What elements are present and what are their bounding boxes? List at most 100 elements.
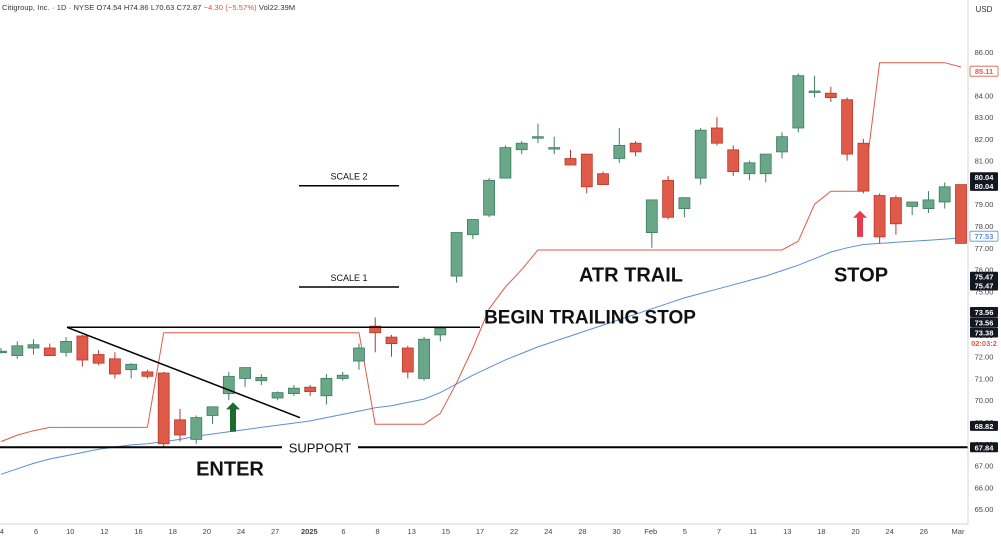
candle-body: [629, 142, 642, 153]
y-tick-label: 71.00: [975, 374, 994, 383]
price-label-box: [970, 420, 998, 431]
candle: [11, 341, 24, 359]
x-tick-label: Mar: [952, 527, 965, 536]
candle: [157, 371, 170, 449]
price-label: 77.53: [969, 230, 999, 242]
y-tick-label: 77.00: [975, 244, 994, 253]
price-label-text: 80.04: [975, 182, 995, 191]
price-label-text: 73.38: [975, 328, 994, 337]
low-value: L70.63: [150, 3, 175, 12]
candle: [141, 369, 154, 379]
candle: [353, 343, 365, 370]
x-tick-label: 6: [34, 527, 38, 536]
price-label: 73.56: [970, 307, 998, 317]
high-value: H74.86: [123, 3, 149, 12]
candle: [808, 75, 821, 98]
candle: [190, 415, 203, 444]
enter-label: ENTER: [196, 458, 264, 480]
up-arrow-icon: [226, 402, 240, 432]
candle-body: [141, 371, 154, 377]
candle: [792, 73, 805, 133]
price-label-text: 68.82: [975, 422, 994, 431]
price-label-text: 67.84: [975, 443, 995, 452]
candle: [922, 191, 935, 213]
candle-body: [157, 372, 170, 445]
price-label-box: [969, 230, 999, 242]
candle-body: [613, 144, 626, 159]
candle-body: [125, 363, 138, 371]
candle: [629, 141, 642, 157]
candle-body: [808, 90, 821, 93]
candle: [222, 371, 235, 401]
y-tick-label: 76.00: [975, 266, 994, 275]
candle-body: [727, 149, 740, 173]
y-tick-label: 78.00: [975, 222, 994, 231]
x-tick-label: 28: [578, 527, 586, 536]
candle-body: [222, 375, 235, 395]
x-tick-label: 27: [271, 527, 279, 536]
close-value: C72.87: [176, 3, 202, 12]
candle-body: [109, 358, 121, 375]
scale2-label: SCALE 2: [330, 172, 367, 182]
price-label-box: [970, 180, 998, 191]
y-tick-label: 81.00: [975, 157, 994, 166]
candle-body: [938, 186, 951, 203]
candle: [694, 128, 707, 185]
x-tick-label: Feb: [644, 527, 657, 536]
candle-body: [174, 419, 186, 436]
candle-body: [645, 199, 658, 233]
candle-body: [955, 184, 967, 244]
candle-body: [662, 179, 674, 218]
candle-body: [873, 195, 886, 238]
candle: [548, 136, 561, 155]
y-tick-label: 72.00: [975, 353, 994, 362]
price-label: 85.11: [969, 65, 999, 77]
candle: [515, 141, 528, 155]
candle: [532, 123, 544, 144]
candle: [369, 317, 382, 353]
candle-body: [418, 338, 431, 379]
y-tick-label: 79.00: [975, 200, 994, 209]
price-label-text: 75.47: [975, 281, 994, 290]
price-label-text: 73.56: [975, 318, 994, 327]
candle-body: [776, 136, 788, 153]
candle: [401, 345, 414, 379]
up-arrow-icon: [853, 210, 867, 237]
candle-body: [27, 344, 40, 349]
x-tick-label: 11: [749, 527, 757, 536]
candle: [434, 326, 447, 342]
candle: [239, 367, 252, 388]
candle-body: [922, 199, 935, 209]
atr-trail-label: ATR TRAIL: [579, 265, 683, 287]
candle-body: [694, 129, 707, 179]
price-label-box: [970, 442, 998, 453]
candle-body: [711, 127, 723, 144]
candle: [597, 171, 609, 185]
x-tick-label: 20: [203, 527, 211, 536]
candle: [613, 128, 626, 163]
y-tick-label: 67.00: [975, 462, 994, 471]
price-label: 67.84: [970, 442, 998, 453]
candle: [466, 219, 479, 240]
x-tick-label: 2025: [301, 527, 318, 536]
price-label-box: [970, 271, 998, 282]
candle-body: [92, 354, 105, 364]
price-label: 73.38: [970, 327, 998, 338]
support-label: SUPPORT: [289, 440, 352, 455]
candle: [271, 391, 284, 401]
candle-body: [271, 392, 284, 399]
currency-label: USD: [976, 5, 993, 14]
candle-body: [369, 325, 382, 334]
candle: [711, 117, 723, 146]
candle-body: [255, 376, 268, 382]
candle: [776, 132, 788, 159]
x-tick-label: 30: [612, 527, 620, 536]
candle-body: [890, 197, 902, 225]
y-tick-label: 75.00: [975, 287, 994, 296]
atr-trail-line: [0, 62, 962, 443]
x-tick-label: 17: [476, 527, 484, 536]
y-tick-label: 70.00: [975, 396, 994, 405]
candle: [824, 86, 837, 102]
trendline: [66, 326, 301, 419]
